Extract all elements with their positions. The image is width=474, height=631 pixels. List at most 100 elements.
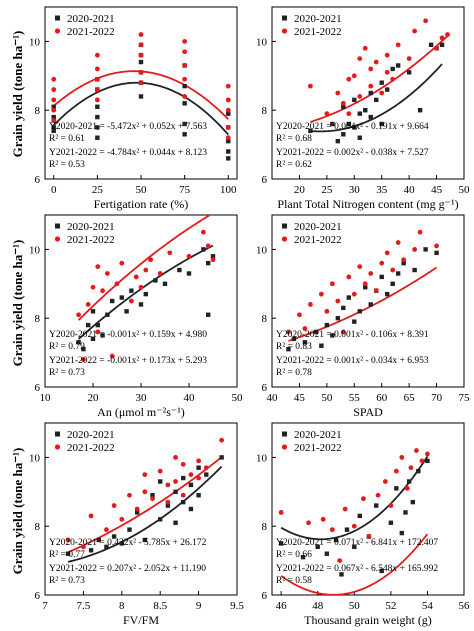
data-point-2020-2021 [379, 121, 384, 127]
data-point-2021-2022 [351, 73, 357, 79]
x-tick-label: 50 [321, 392, 333, 404]
data-point-2020-2021 [434, 250, 439, 256]
legend-label-2021-2022: 2021-2022 [294, 234, 342, 246]
data-point-2020-2021 [134, 510, 140, 515]
data-point-2021-2022 [308, 302, 313, 307]
data-point-2020-2021 [201, 247, 206, 252]
x-tick-label: 70 [431, 392, 443, 404]
data-point-2021-2022 [133, 274, 139, 280]
data-point-2021-2022 [434, 45, 439, 51]
data-point-2021-2022 [357, 56, 363, 61]
data-point-2021-2022 [219, 437, 225, 443]
data-point-2020-2021 [129, 288, 134, 293]
data-point-2021-2022 [81, 357, 86, 362]
data-point-2020-2021 [51, 104, 56, 109]
x-tick-label: 50 [349, 600, 361, 612]
data-point-2020-2021 [357, 513, 362, 519]
y-tick-label: 6 [262, 590, 268, 602]
y-axis-label-row-3: Grain yield (tone ha⁻¹) [10, 447, 25, 575]
legend-marker-2020-2021 [282, 15, 287, 21]
legend-marker-2020-2021 [55, 15, 60, 21]
data-point-2021-2022 [205, 243, 211, 249]
x-tick-label: 48 [312, 600, 324, 612]
data-point-2021-2022 [384, 69, 390, 75]
data-point-2020-2021 [406, 479, 412, 484]
data-point-2021-2022 [362, 281, 368, 287]
data-point-2020-2021 [374, 503, 379, 508]
fit-curve-2021-2022 [310, 35, 449, 123]
data-point-2021-2022 [165, 482, 171, 488]
data-point-2021-2022 [390, 267, 396, 273]
data-point-2020-2021 [76, 340, 81, 345]
legend-marker-2021-2022 [54, 444, 61, 450]
x-tick-label: 40 [184, 392, 196, 404]
data-point-2021-2022 [157, 468, 163, 474]
r-squared-2020-2021: R² = 0.77 [49, 550, 85, 560]
y-tick-label: 10 [256, 36, 268, 48]
data-point-2020-2021 [142, 537, 148, 543]
data-point-2020-2021 [158, 517, 163, 522]
data-point-2020-2021 [315, 544, 320, 550]
y-tick-label: 6 [35, 174, 41, 186]
data-point-2021-2022 [138, 284, 144, 290]
x-tick-label: 55 [349, 392, 361, 404]
y-tick-label: 10 [256, 452, 268, 464]
data-point-2021-2022 [76, 312, 81, 318]
data-point-2021-2022 [94, 87, 100, 92]
r-squared-2021-2022: R² = 0.62 [276, 160, 312, 170]
data-point-2021-2022 [286, 329, 291, 335]
data-point-2020-2021 [119, 295, 124, 300]
data-point-2020-2021 [324, 322, 330, 328]
data-point-2020-2021 [119, 541, 124, 546]
x-tick-label: 56 [459, 600, 471, 612]
plot-frame [271, 6, 465, 180]
data-point-2020-2021 [302, 340, 308, 345]
fit-curve-2021-2022 [280, 533, 429, 595]
data-point-2021-2022 [51, 97, 57, 103]
data-point-2020-2021 [153, 278, 158, 283]
r-squared-2020-2021: R² = 0.61 [49, 134, 85, 144]
y-tick-label: 8 [262, 521, 268, 533]
legend-label-2021-2022: 2021-2022 [67, 26, 115, 38]
x-tick-label: 35 [376, 184, 388, 196]
legend-label-2020-2021: 2020-2021 [67, 429, 115, 441]
data-point-2021-2022 [388, 503, 394, 508]
data-point-2021-2022 [351, 291, 357, 297]
data-point-2021-2022 [81, 544, 86, 550]
r-squared-2021-2022: R² = 0.58 [276, 576, 312, 586]
x-axis-label: Thousand grain weight (g) [304, 613, 432, 627]
data-point-2021-2022 [379, 260, 385, 266]
r-squared-2021-2022: R² = 0.73 [49, 576, 85, 586]
regression-equation-2021-2022: Y2021-2022 = 0.001x² - 0.034x + 6.953 [276, 356, 429, 366]
fit-curve-2021-2022 [77, 215, 212, 321]
data-point-2020-2021 [401, 260, 406, 266]
data-point-2020-2021 [346, 121, 351, 127]
data-point-2021-2022 [297, 312, 302, 318]
data-point-2021-2022 [142, 489, 148, 495]
data-point-2020-2021 [90, 309, 96, 314]
data-point-2020-2021 [357, 309, 362, 314]
chart-panel-spad: 40 45 50 55 60 65 70 75 6 8 10 SPAD 2020-20212021-20… [256, 214, 470, 419]
data-point-2021-2022 [138, 69, 144, 75]
data-point-2021-2022 [95, 264, 101, 269]
data-point-2020-2021 [394, 486, 399, 491]
data-point-2020-2021 [210, 254, 216, 259]
data-point-2020-2021 [335, 316, 341, 321]
data-point-2020-2021 [341, 104, 346, 109]
data-point-2021-2022 [412, 28, 418, 34]
x-tick-label: 7 [42, 600, 48, 612]
data-point-2020-2021 [333, 537, 339, 543]
fit-curve-2020-2021 [67, 465, 223, 563]
data-point-2020-2021 [346, 295, 351, 300]
data-point-2020-2021 [390, 281, 395, 286]
data-point-2021-2022 [188, 472, 194, 477]
y-tick-label: 10 [256, 244, 268, 256]
data-point-2020-2021 [308, 128, 313, 134]
y-tick-label: 8 [35, 105, 41, 117]
data-point-2020-2021 [313, 329, 319, 335]
data-point-2021-2022 [414, 448, 419, 453]
r-squared-2021-2022: R² = 0.53 [49, 160, 85, 170]
data-point-2020-2021 [352, 319, 357, 324]
data-point-2020-2021 [188, 482, 194, 488]
